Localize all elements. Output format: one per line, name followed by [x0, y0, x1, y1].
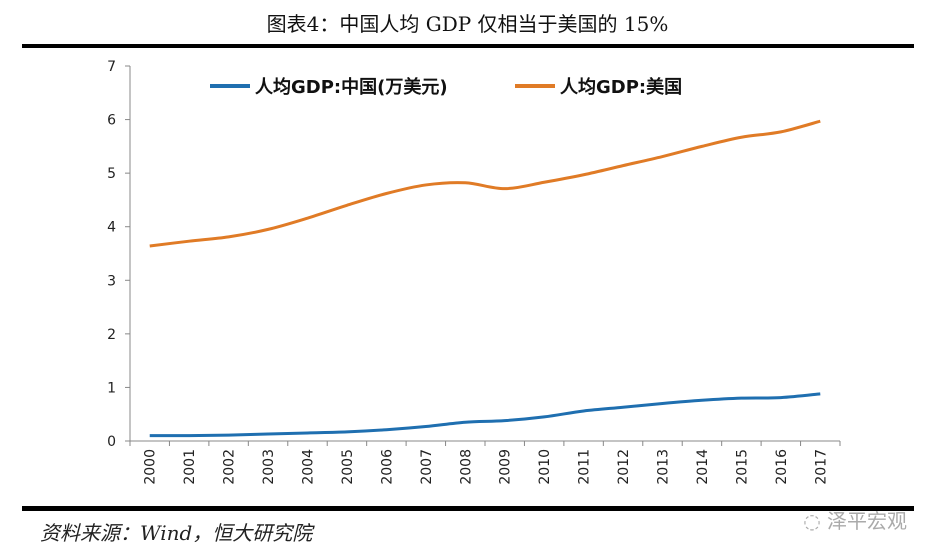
- series-line-1: [149, 119, 821, 248]
- x-tick-label: 2002: [222, 449, 238, 485]
- x-tick-label: 2013: [656, 449, 672, 485]
- y-tick-label: 6: [107, 113, 116, 129]
- y-tick-label: 1: [107, 380, 116, 396]
- bottom-rule: [22, 506, 914, 511]
- top-rule: [22, 44, 914, 48]
- x-tick-label: 2009: [498, 449, 514, 485]
- source-note: 资料来源：Wind，恒大研究院: [40, 521, 313, 545]
- x-tick-label: 2016: [774, 449, 790, 485]
- y-tick-label: 3: [107, 273, 116, 289]
- x-tick-label: 2014: [695, 449, 711, 485]
- x-tick-label: 2004: [301, 449, 317, 485]
- x-tick-label: 2010: [537, 449, 553, 485]
- y-tick-label: 4: [107, 220, 116, 236]
- x-tick-label: 2017: [813, 449, 829, 485]
- watermark-text: 泽平宏观: [827, 509, 907, 533]
- x-tick-label: 2000: [143, 449, 159, 485]
- legend-label-0: 人均GDP:中国(万美元): [255, 76, 448, 98]
- y-tick-label: 7: [107, 59, 116, 75]
- x-tick-label: 2006: [379, 449, 395, 485]
- watermark: ◌ 泽平宏观: [803, 509, 907, 533]
- legend-label-1: 人均GDP:美国: [560, 76, 682, 98]
- x-tick-label: 2003: [261, 449, 277, 485]
- y-tick-label: 2: [107, 327, 116, 343]
- x-tick-label: 2015: [734, 449, 750, 485]
- chart-title: 图表4：中国人均 GDP 仅相当于美国的 15%: [266, 12, 669, 36]
- y-tick-label: 0: [107, 434, 116, 450]
- x-tick-label: 2012: [616, 449, 632, 485]
- x-tick-label: 2005: [340, 449, 356, 485]
- series-line-0: [149, 392, 821, 438]
- x-tick-label: 2001: [182, 449, 198, 485]
- x-tick-label: 2007: [419, 449, 435, 485]
- x-tick-label: 2008: [458, 449, 474, 485]
- y-tick-label: 5: [107, 166, 116, 182]
- x-tick-label: 2011: [577, 449, 593, 485]
